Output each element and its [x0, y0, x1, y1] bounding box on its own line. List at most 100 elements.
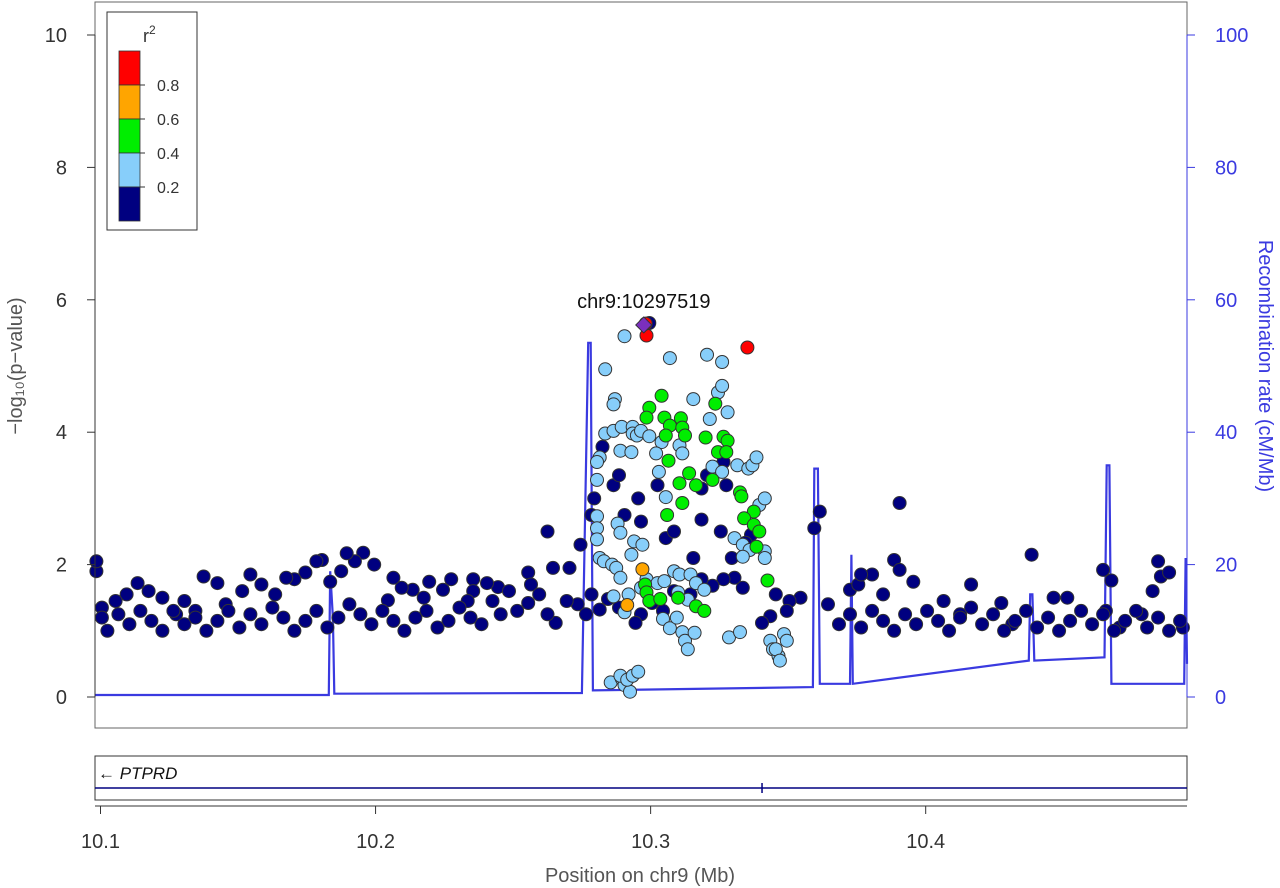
snp-point: [1162, 565, 1177, 580]
snp-point: [130, 576, 145, 591]
snp-point: [493, 607, 508, 622]
snp-point: [122, 617, 137, 632]
snp-point: [660, 508, 675, 522]
snp-point: [662, 351, 677, 366]
snp-point: [760, 573, 775, 588]
snp-point: [749, 450, 764, 465]
snp-point: [737, 511, 752, 526]
snp-point: [812, 504, 827, 519]
snp-point: [521, 596, 536, 610]
snp-point: [715, 464, 730, 479]
snp-point: [964, 577, 979, 592]
snp-point: [386, 570, 401, 585]
snp-point: [631, 664, 646, 679]
y2-tick-label: 60: [1215, 290, 1237, 312]
snp-point: [986, 607, 1001, 622]
snp-point: [1008, 613, 1023, 628]
snp-point: [624, 547, 639, 562]
snp-point: [749, 539, 764, 554]
snp-point: [757, 491, 772, 506]
snp-point: [612, 468, 626, 483]
snp-point: [705, 472, 720, 487]
snp-point: [331, 610, 346, 625]
snp-point: [108, 594, 123, 608]
snp-point: [309, 554, 324, 569]
snp-point: [708, 396, 723, 411]
legend-color-bin: [118, 118, 141, 154]
snp-point: [540, 607, 555, 622]
snp-point: [772, 653, 787, 668]
snp-point: [155, 590, 170, 605]
snp-point: [587, 491, 602, 506]
snp-point: [375, 603, 390, 618]
snp-point: [733, 625, 747, 640]
snp-point: [485, 594, 500, 608]
snp-point: [559, 594, 574, 608]
legend-label: 0.8: [157, 78, 179, 95]
snp-point: [436, 582, 450, 597]
y-tick-label: 0: [56, 687, 67, 709]
snp-point: [590, 532, 604, 547]
snp-point: [672, 476, 687, 491]
snp-point: [843, 607, 857, 622]
y2-tick-label: 100: [1215, 25, 1248, 47]
snp-point: [339, 546, 354, 561]
snp-point: [734, 489, 749, 504]
snp-point: [298, 565, 313, 580]
snp-point: [89, 554, 104, 569]
snp-point: [964, 600, 979, 615]
snp-point: [755, 615, 769, 630]
snp-point: [188, 610, 203, 625]
snp-point: [141, 584, 156, 599]
snp-point: [752, 524, 767, 539]
snp-point: [254, 577, 269, 592]
snp-point: [1162, 623, 1177, 638]
snp-point: [1074, 603, 1089, 618]
lead-snp-label: chr9:10297519: [577, 291, 710, 313]
x-tick-label: 10.3: [631, 831, 670, 853]
snp-point: [367, 557, 382, 572]
y-tick-label: 10: [45, 25, 67, 47]
snp-point: [210, 576, 225, 591]
snp-point: [700, 347, 714, 362]
snp-point: [675, 496, 690, 510]
snp-point: [675, 446, 690, 461]
snp-point: [1060, 590, 1075, 605]
snp-point: [548, 615, 563, 630]
snp-point: [920, 603, 935, 618]
snp-point: [232, 620, 247, 635]
snp-point: [353, 607, 368, 622]
snp-point: [298, 613, 313, 628]
snp-point: [642, 429, 657, 444]
snp-point: [268, 587, 283, 602]
snp-point: [719, 445, 734, 460]
x-axis-title: Position on chr9 (Mb): [545, 865, 735, 887]
snp-point: [662, 621, 677, 636]
snp-point: [720, 405, 735, 420]
snp-point: [144, 613, 159, 628]
snp-point: [631, 491, 646, 506]
snp-point: [265, 600, 280, 615]
snp-point: [657, 574, 672, 589]
snp-point: [196, 569, 211, 584]
lead-snp-marker: [635, 316, 653, 334]
snp-point: [624, 445, 639, 460]
x-tick-label: 10.2: [356, 831, 395, 853]
snp-point: [474, 617, 489, 632]
snp-point: [689, 478, 703, 493]
snp-point: [994, 596, 1009, 610]
snp-point: [651, 464, 666, 479]
snp-point: [309, 603, 324, 618]
snp-point: [177, 617, 192, 632]
snp-point: [100, 623, 115, 638]
snp-point: [279, 570, 294, 585]
snp-point: [635, 562, 650, 577]
snp-point: [865, 603, 880, 618]
snp-point: [155, 623, 170, 638]
snp-point: [1129, 603, 1144, 618]
snp-point: [715, 355, 730, 369]
snp-point: [678, 428, 692, 443]
snp-point: [1173, 613, 1188, 628]
snp-point: [606, 397, 621, 412]
snp-point: [579, 607, 593, 622]
